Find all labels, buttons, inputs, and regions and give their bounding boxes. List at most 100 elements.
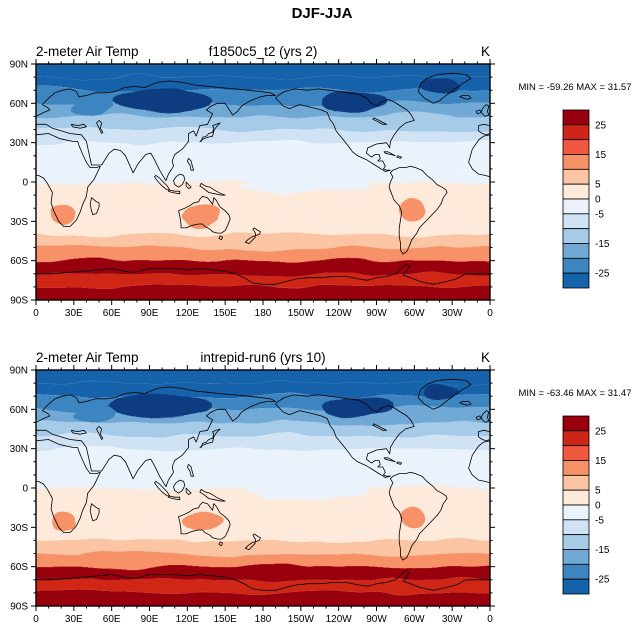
latitude-band [36,195,490,209]
lon-tick-label: 60E [103,614,121,625]
latitude-band [36,474,490,488]
hispaniola-coastline [396,155,403,159]
latitude-band [36,370,490,384]
latitude-band [36,221,490,235]
southern-africa-warm [51,511,77,530]
south-america-coastline [388,165,448,255]
borneo-coastline [173,173,186,188]
colorbar-box [562,504,590,521]
lon-tick-label: 60W [404,308,425,319]
black-sea-coastline [70,123,87,129]
lat-tick-label: 30N [10,138,28,149]
new-zealand-south-coastline [244,235,256,244]
colorbar-box [562,489,590,506]
latitude-band [36,448,490,462]
southern-africa-warm [51,205,77,224]
lat-tick-label: 60S [10,256,28,267]
minmax-label: MIN = -63.46 MAX = 31.47 [518,388,631,399]
colorbar-box [562,124,590,141]
great-lakes-coastline [372,423,387,431]
australia-coastline [178,502,231,540]
colorbar: 25 15 5 0 -5 -15 -25 [562,415,610,595]
cuba-coastline [383,457,396,463]
north-america-coastline [275,394,415,478]
colorbar-box [562,243,590,259]
latitude-band [36,116,490,130]
lon-tick-label: 150E [213,614,237,625]
lon-tick-label: 120W [326,308,353,319]
colorbar-box [562,109,590,126]
latitude-band [36,77,490,91]
latitude-band [36,155,490,169]
new-zealand-north-coastline [252,533,261,543]
lon-tick-label: 90E [141,308,159,319]
greenland-coastline [417,72,472,104]
east-europe-cold [72,404,113,423]
lon-tick-label: 60W [404,614,425,625]
antarctic-coast-ring [36,260,490,274]
colorbar-box [562,272,590,289]
colorbar-tick-label: -15 [595,239,610,250]
coastlines [36,72,490,300]
axis-ticks [31,59,495,305]
lon-tick-label: 150E [213,308,237,319]
figure-title: DJF-JJA [291,5,353,22]
lat-tick-label: 90N [10,366,28,377]
latitude-band [36,286,490,300]
lon-tick-label: 0 [33,308,39,319]
tasmania-coastline [218,235,223,241]
lat-tick-label: 90N [10,60,28,71]
colorbar-tick-label: 5 [595,486,601,497]
colorbar-box [562,228,590,244]
colorbar-box [562,474,590,491]
colorbar-tick-label: 15 [595,456,607,467]
colorbar-tick-label: -25 [595,269,610,280]
south-america-coastline [388,471,448,561]
latitude-band [36,514,490,528]
colorbar-tick-label: -5 [595,209,604,220]
map: 0 30E 60E 90E 120E 150E 180 150W 120W 90W 60W 30W 09… [10,365,495,626]
units-label: K [481,44,490,59]
lon-tick-label: 90E [141,614,159,625]
lon-tick-label: 30E [65,308,83,319]
lat-tick-label: 30N [10,444,28,455]
iceland-coastline [459,95,472,100]
colorbar-tick-label: -5 [595,515,604,526]
latitude-band [36,64,490,78]
sulawesi-coastline [185,181,192,189]
colorbar-box [562,183,590,200]
axis-labels: 0 30E 60E 90E 120E 150E 180 150W 120W 90W 60W 30W 09… [10,366,494,626]
colorbar-tick-label: 0 [595,501,601,512]
ireland-coastline [475,109,482,115]
south-america-warm [399,199,425,223]
colorbar-box [562,139,590,155]
colorbar-tick-label: 25 [595,426,607,437]
colorbar-tick-label: -25 [595,575,610,586]
ireland-coastline [475,415,482,421]
australia-coastline [178,196,231,234]
latitude-band [36,435,490,449]
black-sea-coastline [70,429,87,435]
colorbar-box [562,445,590,461]
greenland-coastline [417,378,472,410]
colorbar-box [562,168,590,185]
lon-tick-label: 0 [487,614,493,625]
lon-tick-label: 30W [442,308,463,319]
eurasia-coastline [36,386,276,488]
colorbar-tick-label: 25 [595,120,607,131]
colorbar-box [562,549,590,565]
colorbar-box [562,257,590,274]
lat-tick-label: 30S [10,217,28,228]
new-guinea-coastline [199,488,226,502]
east-europe-cold [72,98,113,117]
cuba-coastline [383,151,396,157]
britain-coastline [480,104,490,117]
japan-coastline [199,428,221,448]
colorbar-box [562,415,590,432]
java-coastline [168,495,181,501]
panel-bottom: 2-meter Air Temp intrepid-run6 (yrs 10) … [10,350,632,625]
latitude-band [36,247,490,261]
philippines-coastline [186,158,194,171]
africa-coastline [36,439,101,533]
colorbar-box [562,563,590,580]
